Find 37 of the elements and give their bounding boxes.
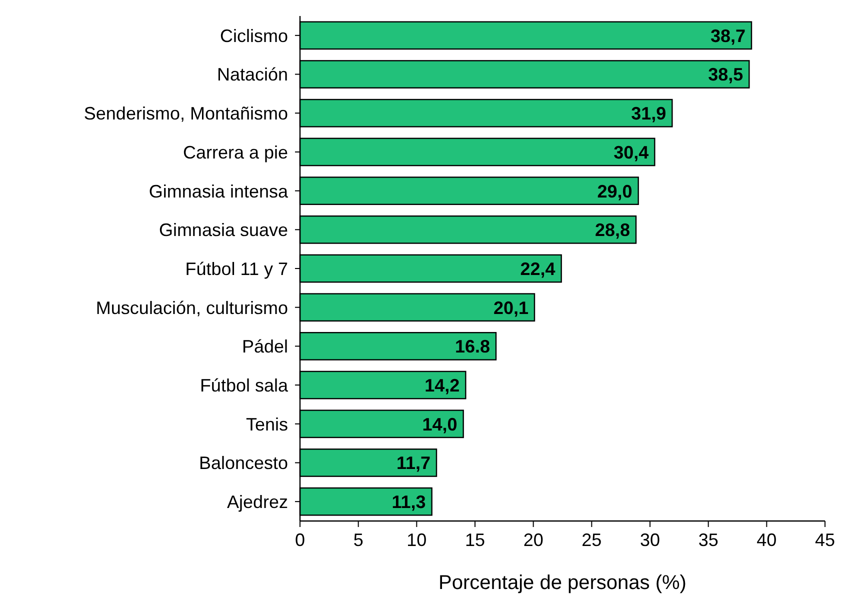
y-tick-label: Fútbol sala xyxy=(200,376,289,396)
data-label: 11,7 xyxy=(396,453,430,474)
y-tick-label: Gimnasia intensa xyxy=(148,181,289,202)
y-tick-label: Baloncesto xyxy=(198,453,288,474)
x-tick-label: 10 xyxy=(406,530,427,550)
x-tick-label: 40 xyxy=(756,530,777,550)
x-tick-label: 5 xyxy=(353,530,364,550)
data-label: 38,5 xyxy=(708,64,744,85)
data-label: 28,8 xyxy=(594,220,630,240)
x-tick-label: 35 xyxy=(698,530,718,550)
x-tick-label: 15 xyxy=(464,530,486,550)
data-label: 14,0 xyxy=(422,414,458,434)
x-tick-label: 20 xyxy=(523,530,544,550)
y-tick-label: Ciclismo xyxy=(220,26,288,46)
y-tick-label: Tenis xyxy=(246,414,288,434)
data-label: 20,1 xyxy=(493,298,528,318)
data-label: 14,2 xyxy=(424,376,460,396)
y-tick-label: Fútbol 11 y 7 xyxy=(185,258,288,279)
y-tick-label: Ajedrez xyxy=(226,492,288,512)
x-tick-label: 25 xyxy=(582,530,602,550)
x-tick-label: 0 xyxy=(294,530,306,550)
data-label: 31,9 xyxy=(631,104,666,124)
data-label: 29,0 xyxy=(597,181,632,202)
y-tick-label: Senderismo, Montañismo xyxy=(84,104,288,124)
y-tick-label: Gimnasia suave xyxy=(158,220,288,240)
data-label: 38,7 xyxy=(710,26,746,46)
x-tick-label: 45 xyxy=(814,530,836,550)
y-tick-label: Musculación, culturismo xyxy=(96,298,288,318)
data-label: 11,3 xyxy=(392,492,426,512)
x-axis-title: Porcentaje de personas (%) xyxy=(438,572,686,594)
y-tick-label: Pádel xyxy=(242,336,288,357)
data-label: 30,4 xyxy=(614,142,649,162)
y-tick-label: Carrera a pie xyxy=(182,142,288,162)
y-tick-label: Natación xyxy=(216,64,288,85)
data-label: 22,4 xyxy=(520,258,556,279)
x-tick-label: 30 xyxy=(640,530,660,550)
data-label: 16.8 xyxy=(454,336,490,357)
